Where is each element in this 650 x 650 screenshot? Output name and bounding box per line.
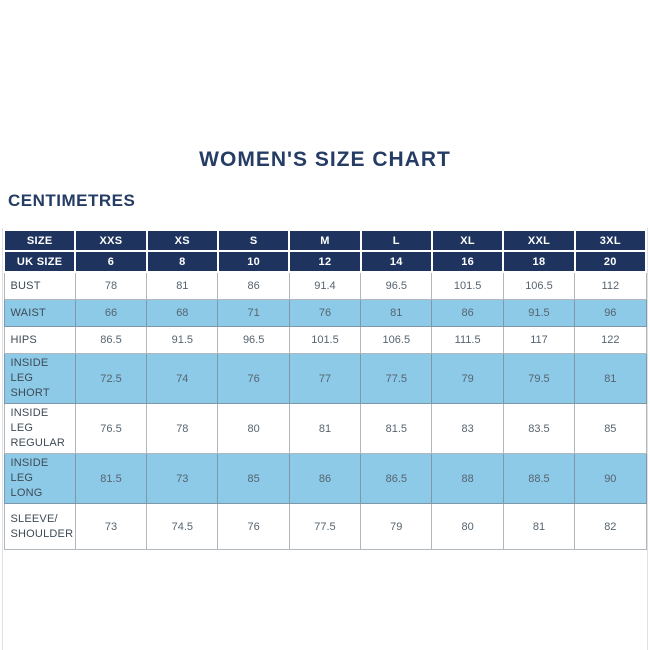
value-cell: 91.5	[146, 326, 219, 354]
table-header: SIZE XXS XS S M L XL XXL 3XL UK SIZE 6 8 10 12 14 16 18 2…	[2, 229, 648, 273]
value-cell: 83.5	[502, 403, 576, 454]
value-cell: 74	[146, 353, 219, 404]
header-label-cell: SIZE	[2, 229, 77, 252]
table-row: INSIDE LEG REGULAR 76.5 78 80 81 81.5 83 83.5 85	[3, 403, 647, 454]
value-cell: 66	[74, 299, 148, 327]
value-cell: 111.5	[431, 326, 504, 354]
value-cell: 74.5	[146, 503, 219, 550]
row-label-cell: INSIDE LEG SHORT	[3, 353, 76, 404]
value-cell: 81	[502, 503, 576, 550]
value-cell: 71	[217, 299, 290, 327]
table-row: BUST 78 81 86 91.4 96.5 101.5 106.5 112	[3, 271, 647, 300]
value-cell: 96	[574, 299, 647, 327]
page-edge-left	[2, 228, 3, 650]
header-size-cell: XXS	[74, 229, 148, 252]
value-cell: 82	[574, 503, 647, 550]
value-cell: 86	[217, 271, 290, 300]
value-cell: 77.5	[288, 503, 362, 550]
value-cell: 77.5	[360, 353, 433, 404]
value-cell: 81	[574, 353, 647, 404]
value-cell: 106.5	[360, 326, 433, 354]
value-cell: 76.5	[74, 403, 148, 454]
value-cell: 81	[360, 299, 433, 327]
header-size-cell: 10	[216, 250, 291, 273]
value-cell: 73	[146, 453, 219, 504]
value-cell: 86	[431, 299, 504, 327]
value-cell: 91.5	[502, 299, 576, 327]
header-size-cell: 3XL	[573, 229, 648, 252]
value-cell: 88	[431, 453, 504, 504]
header-size-cell: M	[288, 229, 362, 252]
value-cell: 79.5	[502, 353, 576, 404]
value-cell: 112	[574, 271, 647, 300]
value-cell: 76	[217, 503, 290, 550]
size-chart-table: SIZE XXS XS S M L XL XXL 3XL UK SIZE 6 8 10 12 14 16 18 2…	[2, 229, 648, 550]
header-size-cell: 6	[74, 250, 148, 273]
unit-label: CENTIMETRES	[8, 191, 136, 210]
row-label-cell: INSIDE LEG REGULAR	[3, 403, 76, 454]
value-cell: 91.4	[288, 271, 362, 300]
value-cell: 101.5	[431, 271, 504, 300]
value-cell: 88.5	[502, 453, 576, 504]
value-cell: 106.5	[502, 271, 576, 300]
value-cell: 86.5	[360, 453, 433, 504]
page-edge-right	[647, 228, 648, 650]
table-row: HIPS 86.5 91.5 96.5 101.5 106.5 111.5 117 122	[3, 326, 647, 354]
value-cell: 78	[146, 403, 219, 454]
value-cell: 86	[288, 453, 362, 504]
header-size-cell: XXL	[502, 229, 576, 252]
value-cell: 81	[288, 403, 362, 454]
page-title: WOMEN'S SIZE CHART	[199, 148, 451, 171]
table-row: WAIST 66 68 71 76 81 86 91.5 96	[3, 299, 647, 327]
value-cell: 83	[431, 403, 504, 454]
value-cell: 76	[217, 353, 290, 404]
value-cell: 85	[574, 403, 647, 454]
value-cell: 77	[288, 353, 362, 404]
size-header-row: SIZE XXS XS S M L XL XXL 3XL	[2, 229, 648, 252]
value-cell: 85	[217, 453, 290, 504]
table-row: SLEEVE/SHOULDER 73 74.5 76 77.5 79 80 81 82	[3, 503, 647, 550]
uk-size-header-row: UK SIZE 6 8 10 12 14 16 18 20	[2, 250, 648, 273]
header-size-cell: 20	[573, 250, 648, 273]
value-cell: 68	[146, 299, 219, 327]
row-label-cell: HIPS	[3, 326, 76, 354]
table-row: INSIDE LEG SHORT 72.5 74 76 77 77.5 79 79.5 81	[3, 353, 647, 404]
value-cell: 72.5	[74, 353, 148, 404]
header-size-cell: XS	[145, 229, 219, 252]
header-label-cell: UK SIZE	[2, 250, 77, 273]
header-size-cell: L	[359, 229, 433, 252]
row-label-cell: INSIDE LEG LONG	[3, 453, 76, 504]
value-cell: 90	[574, 453, 647, 504]
row-label-cell: BUST	[3, 271, 76, 300]
table-row: INSIDE LEG LONG 81.5 73 85 86 86.5 88 88.5 90	[3, 453, 647, 504]
header-size-cell: 14	[359, 250, 433, 273]
header-size-cell: XL	[430, 229, 505, 252]
value-cell: 81.5	[74, 453, 148, 504]
value-cell: 81.5	[360, 403, 433, 454]
value-cell: 117	[502, 326, 576, 354]
header-size-cell: 8	[145, 250, 219, 273]
value-cell: 80	[431, 503, 504, 550]
value-cell: 80	[217, 403, 290, 454]
value-cell: 76	[288, 299, 362, 327]
value-cell: 79	[431, 353, 504, 404]
value-cell: 73	[74, 503, 148, 550]
header-size-cell: S	[216, 229, 291, 252]
header-size-cell: 12	[288, 250, 362, 273]
table-body: BUST 78 81 86 91.4 96.5 101.5 106.5 112 WAIST 66 68…	[3, 271, 647, 550]
value-cell: 79	[360, 503, 433, 550]
value-cell: 122	[574, 326, 647, 354]
value-cell: 96.5	[360, 271, 433, 300]
value-cell: 101.5	[288, 326, 362, 354]
value-cell: 86.5	[74, 326, 148, 354]
value-cell: 78	[74, 271, 148, 300]
value-cell: 96.5	[217, 326, 290, 354]
header-size-cell: 16	[430, 250, 505, 273]
row-label-cell: WAIST	[3, 299, 76, 327]
value-cell: 81	[146, 271, 219, 300]
row-label-cell: SLEEVE/SHOULDER	[3, 503, 76, 550]
header-size-cell: 18	[502, 250, 576, 273]
